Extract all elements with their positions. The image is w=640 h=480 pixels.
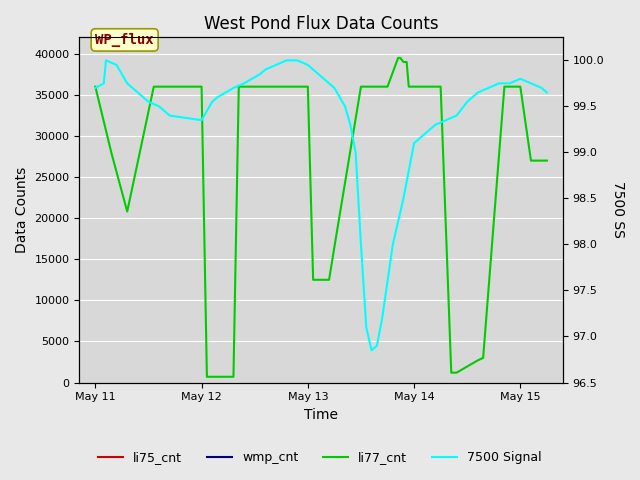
Y-axis label: Data Counts: Data Counts: [15, 167, 29, 253]
Y-axis label: 7500 SS: 7500 SS: [611, 181, 625, 239]
X-axis label: Time: Time: [304, 408, 338, 422]
Title: West Pond Flux Data Counts: West Pond Flux Data Counts: [204, 15, 438, 33]
Legend: li75_cnt, wmp_cnt, li77_cnt, 7500 Signal: li75_cnt, wmp_cnt, li77_cnt, 7500 Signal: [93, 446, 547, 469]
Text: WP_flux: WP_flux: [95, 33, 154, 47]
